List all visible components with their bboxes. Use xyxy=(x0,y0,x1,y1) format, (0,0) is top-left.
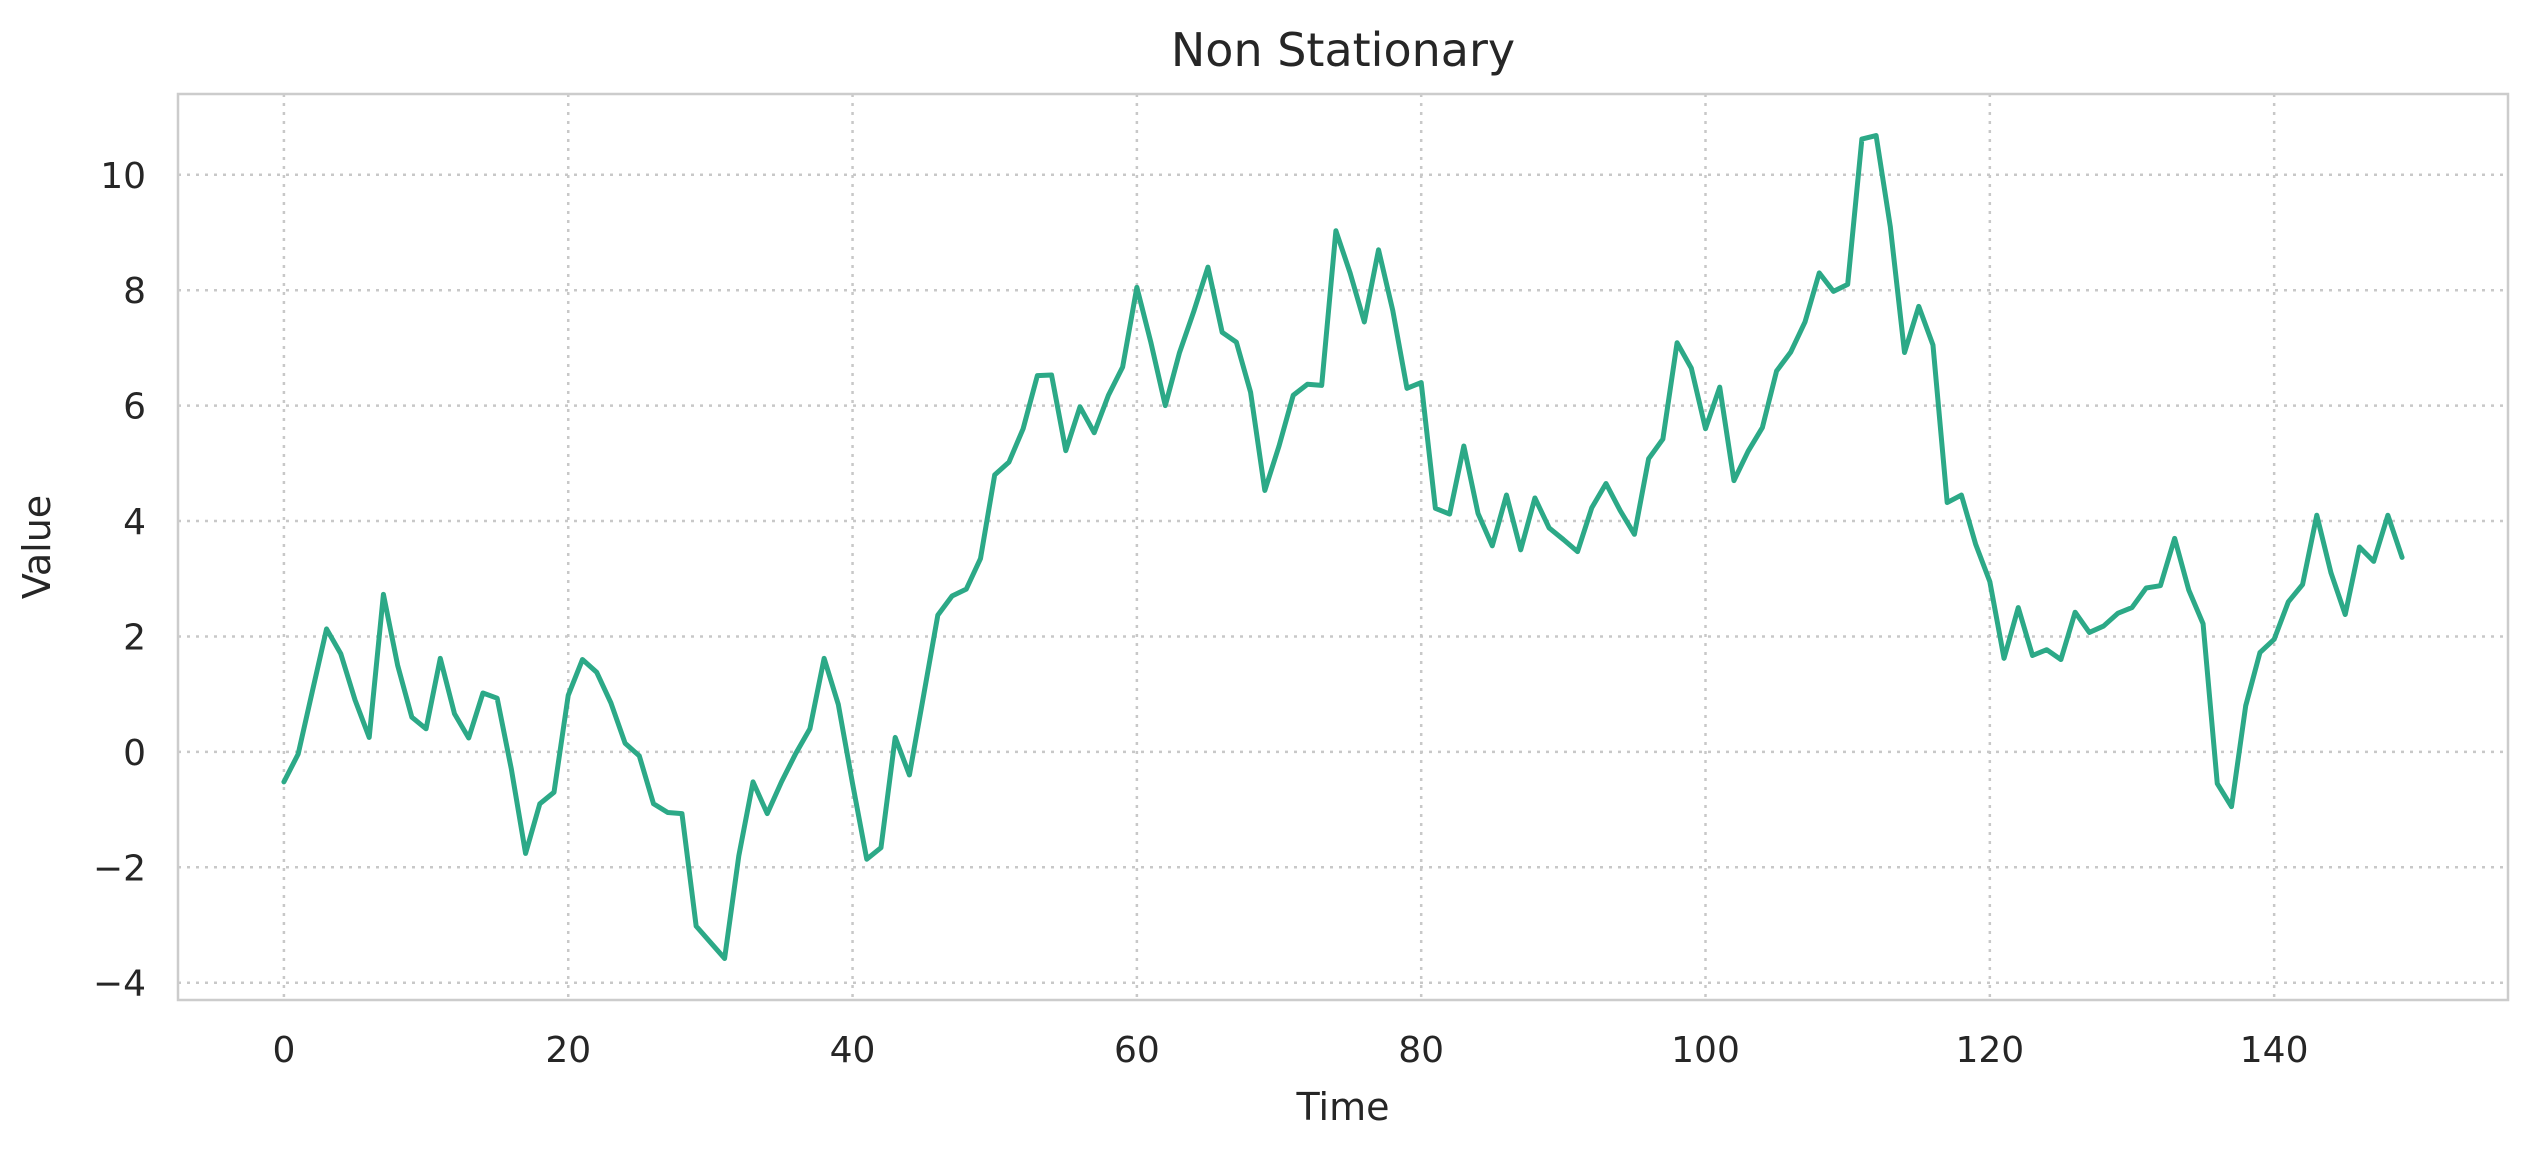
x-tick-label: 120 xyxy=(1955,1030,2024,1071)
grid xyxy=(178,94,2508,1000)
x-tick-label: 60 xyxy=(1114,1030,1160,1071)
y-tick-label: −2 xyxy=(93,848,146,889)
y-tick-label: 0 xyxy=(123,733,146,774)
x-tick-label: 0 xyxy=(272,1030,295,1071)
x-tick-label: 80 xyxy=(1398,1030,1444,1071)
series-layer xyxy=(281,133,2405,961)
y-tick-labels: −4 −2 0 2 4 6 8 10 xyxy=(93,156,146,1005)
y-tick-label: 10 xyxy=(100,156,146,197)
y-tick-label: −4 xyxy=(93,964,146,1005)
series-line xyxy=(281,133,2405,961)
y-axis-label: Value xyxy=(15,495,59,599)
y-tick-label: 6 xyxy=(123,387,146,428)
x-tick-label: 100 xyxy=(1671,1030,1740,1071)
x-tick-label: 140 xyxy=(2240,1030,2309,1071)
chart-title: Non Stationary xyxy=(1171,23,1515,77)
y-tick-label: 8 xyxy=(123,271,146,312)
x-tick-label: 20 xyxy=(545,1030,591,1071)
x-tick-labels: 0 20 40 60 80 100 120 140 xyxy=(272,1030,2308,1071)
y-tick-label: 4 xyxy=(123,502,146,543)
axes-frame xyxy=(176,92,2510,1002)
x-axis-label: Time xyxy=(1296,1085,1390,1129)
y-tick-label: 2 xyxy=(123,617,146,658)
x-tick-label: 40 xyxy=(830,1030,876,1071)
